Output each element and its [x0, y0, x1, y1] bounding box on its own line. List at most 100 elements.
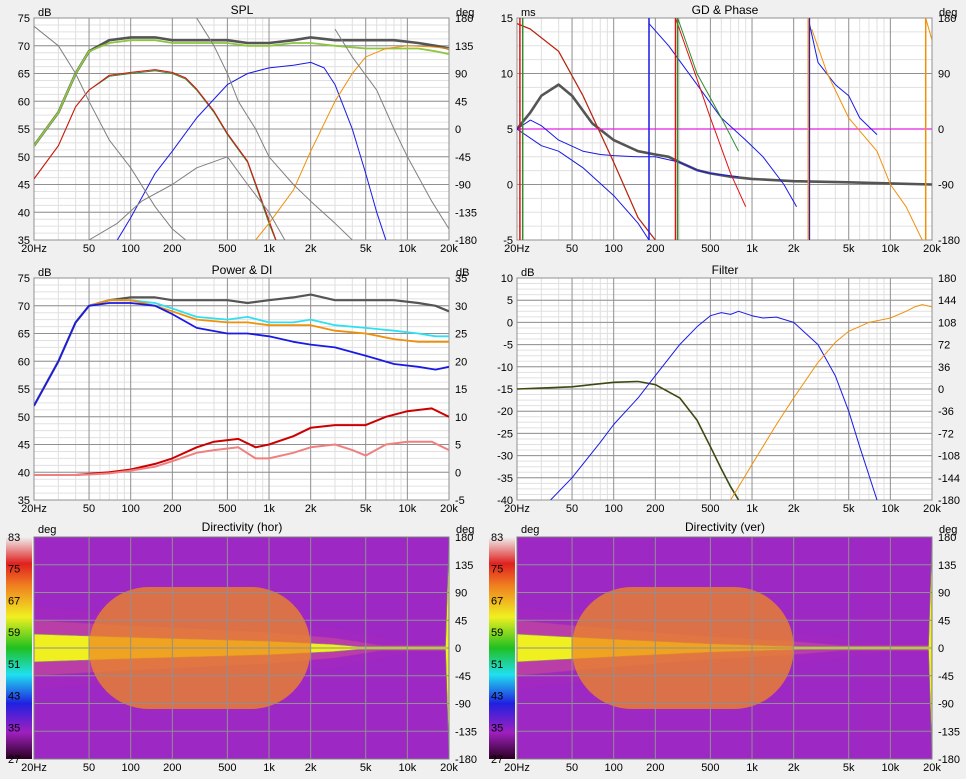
scale-label: 83	[8, 532, 20, 544]
x-tick-label: 5k	[843, 762, 855, 774]
y-right-tick-label: -180	[455, 235, 477, 247]
y-left-tick-label: 45	[18, 180, 30, 192]
directivity-hor-chart: Directivity (hor) deg deg 83 75 67 59 51 43 35…	[6, 520, 477, 774]
x-tick-label: 200	[646, 243, 664, 255]
scale-label: 75	[8, 564, 20, 576]
y-left-tick-label: 65	[18, 329, 30, 341]
x-tick-label: 100	[122, 243, 140, 255]
y-right-tick-label: 0	[938, 643, 944, 655]
y-left-tick-label: 10	[501, 69, 513, 81]
y-right-tick-label: -180	[938, 754, 960, 766]
y-right-tick-label: -36	[938, 406, 954, 418]
series-line	[34, 69, 277, 240]
y-right-tick-label: 10	[455, 412, 467, 424]
y-right-tick-label: 108	[938, 317, 956, 329]
y-left-tick-label: 50	[18, 152, 30, 164]
y-right-tick-label: 45	[455, 96, 467, 108]
chart-title: Directivity (hor)	[202, 520, 283, 534]
y-right-unit: deg	[456, 524, 474, 536]
x-tick-label: 200	[163, 243, 181, 255]
chart-title: SPL	[231, 3, 254, 17]
y-left-tick-label: 70	[18, 301, 30, 313]
x-tick-label: 1k	[263, 762, 275, 774]
x-tick-label: 5k	[360, 243, 372, 255]
y-right-tick-label: 36	[938, 362, 950, 374]
y-right-tick-label: 180	[455, 13, 473, 25]
y-left-tick-label: -20	[497, 406, 513, 418]
x-tick-label: 200	[646, 762, 664, 774]
y-left-tick-label: 55	[18, 384, 30, 396]
filter-chart: Filter dB 20Hz 50 100 200 500 1k 2k 5k 10k 20k105…	[497, 263, 960, 515]
grid	[33, 17, 450, 241]
x-tick-label: 1k	[746, 243, 758, 255]
x-tick-label: 100	[122, 503, 140, 515]
y-left-tick-label: 40	[18, 467, 30, 479]
y-right-tick-label: -5	[455, 495, 465, 507]
x-tick-label: 10k	[881, 243, 899, 255]
y-left-tick-label: 35	[18, 495, 30, 507]
series-line	[196, 18, 353, 240]
scale-label: 43	[491, 691, 503, 703]
y-left-tick-label: 75	[18, 13, 30, 25]
x-tick-label: 50	[566, 503, 578, 515]
y-right-tick-label: 20	[455, 356, 467, 368]
x-tick-label: 500	[218, 503, 236, 515]
scale-label: 59	[491, 627, 503, 639]
x-tick-label: 2k	[305, 762, 317, 774]
y-right-tick-label: -135	[455, 207, 477, 219]
x-tick-label: 100	[605, 243, 623, 255]
y-left-tick-label: -5	[503, 235, 513, 247]
y-right-tick-label: 90	[455, 69, 467, 81]
y-right-tick-label: 180	[455, 532, 473, 544]
y-right-tick-label: 0	[455, 124, 461, 136]
series-line	[116, 61, 387, 240]
y-right-tick-label: 90	[455, 588, 467, 600]
scale-label: 59	[8, 627, 20, 639]
series-line	[517, 380, 740, 500]
chart-title: GD & Phase	[692, 3, 759, 17]
y-left-tick-label: 75	[18, 273, 30, 285]
y-right-tick-label: 15	[455, 384, 467, 396]
y-right-tick-label: 25	[455, 329, 467, 341]
y-right-tick-label: -90	[455, 699, 471, 711]
y-right-tick-label: 45	[938, 615, 950, 627]
y-left-tick-label: 0	[507, 180, 513, 192]
y-right-unit: deg	[456, 7, 474, 19]
y-left-tick-label: -15	[497, 384, 513, 396]
y-left-tick-label: 55	[18, 124, 30, 136]
y-left-tick-label: 45	[18, 440, 30, 452]
grid	[516, 277, 933, 501]
scale-label: 35	[8, 722, 20, 734]
x-tick-label: 20k	[923, 503, 941, 515]
x-tick-label: 50	[83, 762, 95, 774]
series-line	[517, 83, 932, 186]
y-left-tick-label: 65	[18, 69, 30, 81]
series-line	[730, 304, 932, 500]
scale-label: 67	[491, 595, 503, 607]
x-tick-label: 50	[83, 243, 95, 255]
plot-frame	[33, 536, 450, 760]
y-right-tick-label: 0	[938, 384, 944, 396]
scale-label: 43	[8, 691, 20, 703]
y-right-unit: deg	[939, 7, 957, 19]
y-right-tick-label: -45	[455, 671, 471, 683]
x-tick-label: 20k	[440, 243, 458, 255]
series-line	[88, 156, 286, 240]
x-tick-label: 2k	[305, 503, 317, 515]
x-tick-label: 1k	[746, 762, 758, 774]
y-left-tick-label: 40	[18, 207, 30, 219]
chart-title: Filter	[712, 263, 739, 277]
x-tick-label: 10k	[398, 762, 416, 774]
y-left-tick-label: 60	[18, 96, 30, 108]
chart-title: Directivity (ver)	[685, 520, 765, 534]
scale-label: 67	[8, 595, 20, 607]
x-tick-label: 200	[646, 503, 664, 515]
x-tick-label: 20Hz	[21, 762, 47, 774]
x-tick-label: 20Hz	[504, 762, 530, 774]
x-tick-label: 20k	[440, 503, 458, 515]
color-scale: 83 75 67 59 51 43 35 27	[6, 532, 32, 766]
y-right-tick-label: 45	[455, 615, 467, 627]
spl-chart: SPL dB deg 20Hz 50 100 200 500 1k 2k 5k 10k 20k75…	[18, 3, 477, 255]
x-tick-label: 2k	[305, 243, 317, 255]
series-line	[675, 18, 747, 207]
